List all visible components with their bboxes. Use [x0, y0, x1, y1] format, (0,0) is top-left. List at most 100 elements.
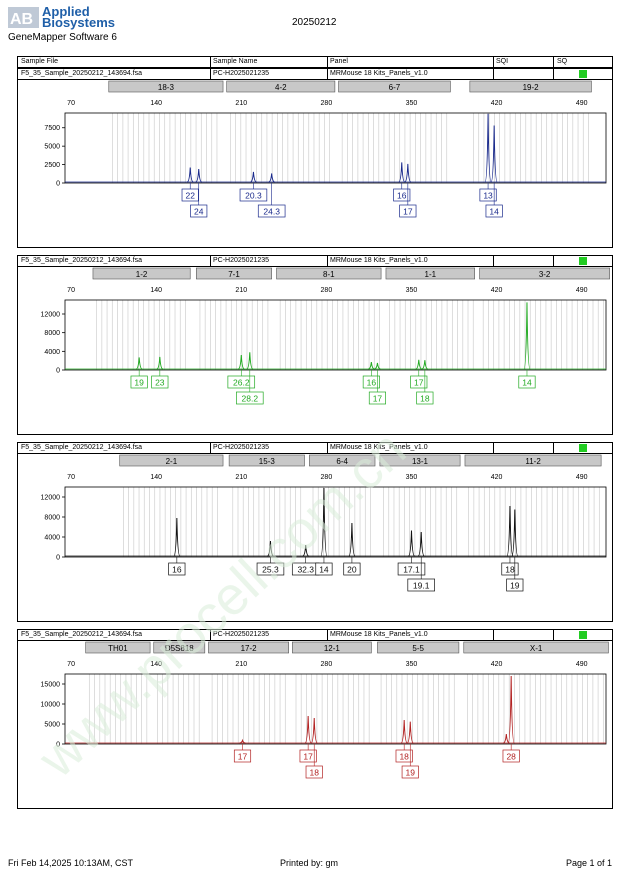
marker-bar [195, 267, 272, 280]
allele-label: 24.3 [263, 207, 280, 217]
peak [348, 522, 356, 557]
allele-label: 26.2 [233, 378, 250, 388]
peak [250, 171, 257, 183]
sample-name: PC-H2025021235 [213, 444, 270, 451]
y-tick-label: 0 [56, 368, 60, 375]
allele-box [168, 562, 186, 576]
marker-label: TH01 [108, 644, 128, 653]
allele-label: 19 [510, 581, 520, 591]
ab-logo-icon: AB [8, 7, 39, 28]
allele-label: 16 [172, 565, 182, 575]
y-tick-label: 2500 [44, 162, 60, 169]
x-tick-label: 420 [491, 287, 503, 294]
marker-label: 12-1 [324, 644, 341, 653]
marker-label: 1-1 [425, 270, 437, 279]
sq-status-indicator [579, 631, 587, 639]
peak [484, 113, 492, 183]
x-tick-label: 490 [576, 474, 588, 481]
y-tick-label: 0 [56, 742, 60, 749]
allele-label: 18 [420, 394, 430, 404]
sq-status-indicator [579, 257, 587, 265]
peak [239, 738, 246, 744]
allele-label: 28 [506, 752, 516, 762]
footer-printed-by: Printed by: gm [280, 858, 339, 868]
allele-box [479, 188, 497, 202]
allele-box [397, 562, 426, 576]
allele-box [190, 204, 208, 218]
peak [238, 355, 245, 370]
marker-label: 11-2 [525, 457, 541, 466]
x-tick-label: 140 [150, 661, 162, 668]
allele-label: 19 [406, 768, 416, 778]
allele-label: 18 [309, 768, 319, 778]
chart-blue: 18-3 4-2 6-7 19-2 70 140 210 280 350 420 490 0 2500 5… [44, 80, 607, 218]
col-sqi: SQI [496, 58, 509, 65]
sample-name: PC-H2025021235 [213, 631, 270, 638]
peak [503, 733, 510, 744]
y-tick-label: 15000 [41, 682, 61, 689]
allele-box [305, 765, 323, 779]
marker-label: 19-2 [523, 83, 540, 92]
peak [268, 173, 275, 183]
allele-label: 19.1 [413, 581, 430, 591]
peak [304, 715, 312, 744]
allele-label: 18 [505, 565, 515, 575]
peak [374, 362, 381, 370]
marker-bar [276, 267, 382, 280]
x-tick-label: 490 [576, 661, 588, 668]
marker-bar [92, 267, 191, 280]
x-tick-label: 210 [235, 100, 247, 107]
peak [511, 509, 519, 557]
peak [523, 302, 531, 370]
marker-label: 1-2 [136, 270, 148, 279]
peak [156, 356, 163, 370]
marker-bar [228, 454, 305, 467]
allele-box [236, 391, 264, 405]
sample-file: F5_35_Sample_20250212_143694.fsa [21, 631, 143, 638]
y-tick-label: 10000 [41, 702, 61, 709]
allele-label: 20 [347, 565, 357, 575]
electropherogram-panel-red: F5_35_Sample_20250212_143694.fsa PC-H2025… [17, 629, 613, 809]
marker-label: 15-3 [259, 457, 276, 466]
allele-label: 23 [155, 378, 165, 388]
peak [407, 721, 414, 744]
col-sample-file: Sample File [21, 58, 58, 65]
marker-label: 5-5 [412, 644, 424, 653]
sample-name: PC-H2025021235 [213, 70, 270, 77]
allele-label: 14 [319, 565, 329, 575]
allele-box [506, 578, 524, 592]
allele-box [485, 204, 503, 218]
software-name: GeneMapper Software 6 [8, 32, 117, 43]
marker-label: 18-3 [158, 83, 175, 92]
x-tick-label: 140 [150, 287, 162, 294]
allele-label: 17 [414, 378, 424, 388]
col-sample-name: Sample Name [213, 58, 258, 65]
marker-label: D5S818 [165, 644, 194, 653]
marker-label: 17-2 [241, 644, 258, 653]
peak [398, 162, 406, 183]
y-tick-label: 4000 [44, 535, 60, 542]
peak [136, 357, 143, 370]
x-tick-label: 350 [406, 661, 418, 668]
electropherogram-panel-green: F5_35_Sample_20250212_143694.fsa PC-H2025… [17, 255, 613, 435]
marker-label: 8-1 [323, 270, 335, 279]
marker-bar [463, 641, 609, 654]
y-tick-label: 8000 [44, 330, 60, 337]
y-tick-label: 12000 [41, 312, 61, 319]
x-tick-label: 210 [235, 474, 247, 481]
allele-box [393, 188, 411, 202]
marker-label: 2-1 [166, 457, 178, 466]
peak [310, 717, 318, 744]
plot-frame [64, 673, 607, 745]
allele-box [368, 391, 386, 405]
allele-box [395, 749, 413, 763]
peak [368, 362, 375, 370]
x-tick-label: 420 [491, 474, 503, 481]
footer-page: Page 1 of 1 [566, 858, 613, 868]
col-sq: SQ [557, 58, 568, 65]
y-tick-label: 7500 [44, 125, 60, 132]
x-tick-label: 210 [235, 661, 247, 668]
allele-label: 16 [397, 191, 407, 201]
allele-label: 17.1 [403, 565, 420, 575]
peak [246, 352, 254, 370]
